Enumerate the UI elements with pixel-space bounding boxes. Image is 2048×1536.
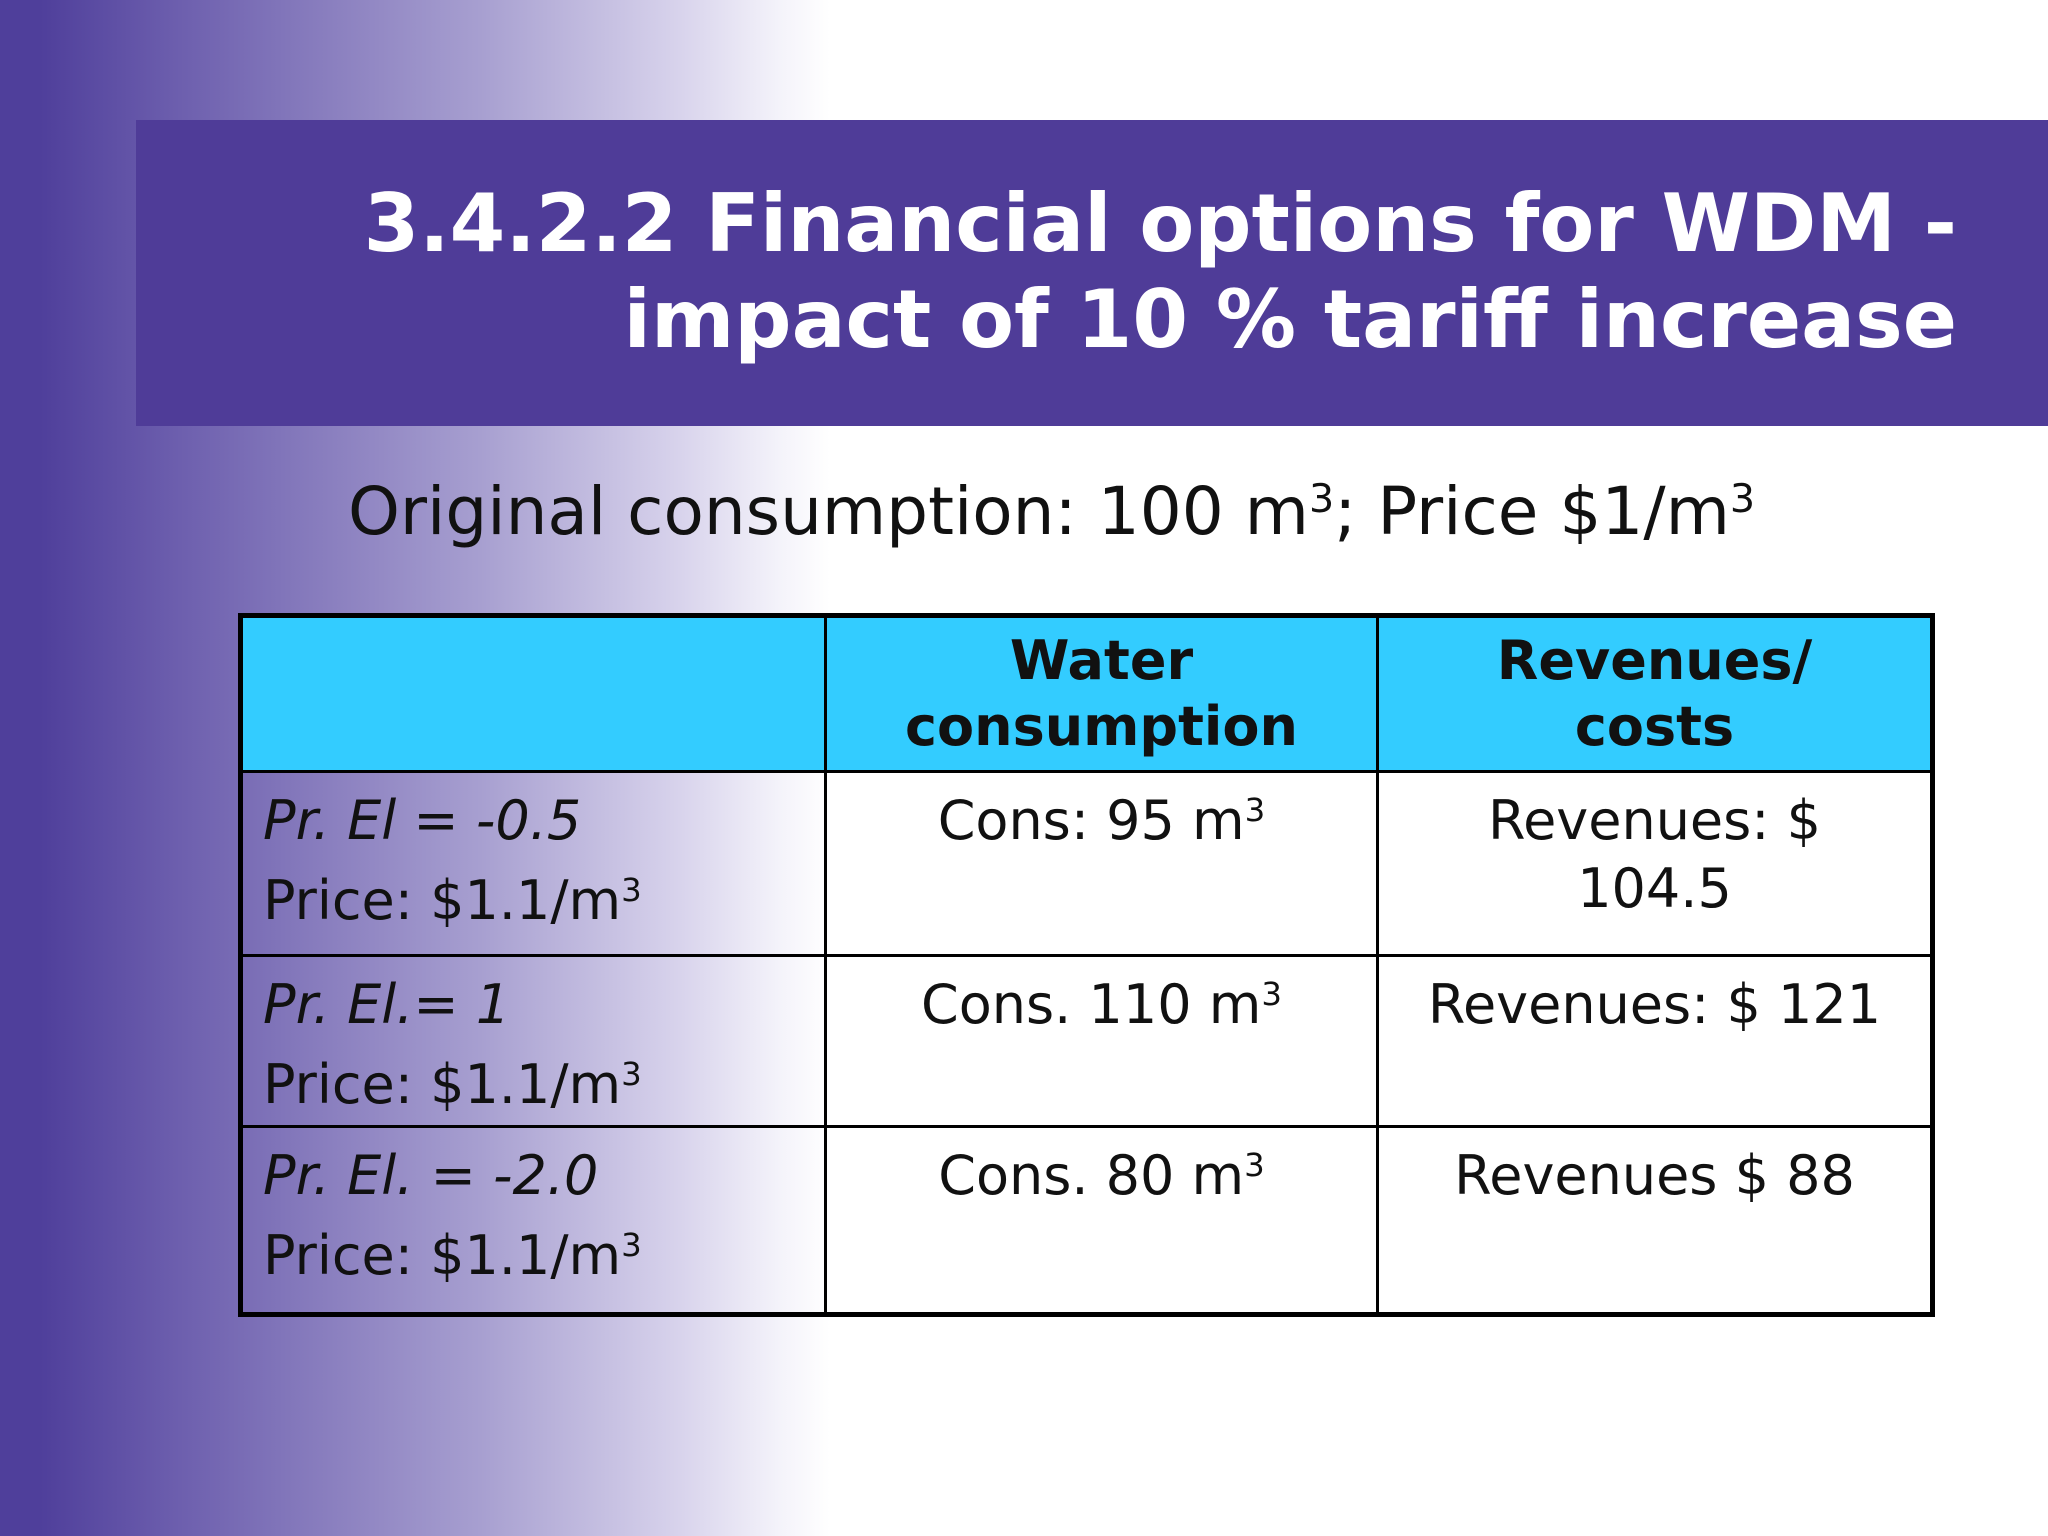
consumption-text: Cons. 80 m [938,1144,1245,1207]
header-revenues-line-1: Revenues/ [1496,629,1813,692]
header-revenues-line-2: costs [1574,695,1735,758]
scenario-cell: Pr. El.= 1 Price: $1.1/m3 [239,954,827,1128]
subtitle-superscript-2: 3 [1729,476,1756,523]
slide-title: 3.4.2.2 Financial options for WDM - impa… [364,176,1957,368]
price-label: Price: $1.1/m3 [263,861,824,941]
elasticity-label: Pr. El. = -2.0 [263,1144,599,1207]
consumption-superscript: 3 [1244,1146,1265,1185]
slide-subtitle: Original consumption: 100 m3; Price $1/m… [0,472,2048,552]
subtitle-superscript-1: 3 [1308,476,1335,523]
slide-title-line-2: impact of 10 % tariff increase [623,273,1957,366]
consumption-superscript: 3 [1261,975,1282,1014]
price-superscript: 3 [621,1055,642,1094]
price-superscript: 3 [621,1226,642,1265]
table-header-row: Water consumption Revenues/ costs [239,614,1934,773]
price-label: Price: $1.1/m3 [263,1216,824,1296]
revenue-cell: Revenues: $ 104.5 [1376,770,1934,957]
title-band: 3.4.2.2 Financial options for WDM - impa… [136,120,2048,426]
price-text: Price: $1.1/m [263,1053,622,1116]
revenue-line-1: Revenues $ 88 [1454,1144,1855,1207]
elasticity-label: Pr. El = -0.5 [263,789,582,852]
header-revenues-costs: Revenues/ costs [1376,614,1934,773]
elasticity-label: Pr. El.= 1 [263,973,511,1036]
revenue-line-1: Revenues: $ [1487,789,1822,852]
table-row: Pr. El. = -2.0 Price: $1.1/m3 Cons. 80 m… [239,1125,1934,1316]
header-water-line-2: consumption [905,695,1298,758]
table-row: Pr. El.= 1 Price: $1.1/m3 Cons. 110 m3 R… [239,954,1934,1128]
scenario-cell: Pr. El = -0.5 Price: $1.1/m3 [239,770,827,957]
consumption-cell: Cons. 110 m3 [824,954,1379,1128]
price-label: Price: $1.1/m3 [263,1045,824,1125]
header-water-line-1: Water [1009,629,1194,692]
consumption-text: Cons: 95 m [937,789,1245,852]
revenue-cell: Revenues $ 88 [1376,1125,1934,1316]
subtitle-consumption: Original consumption: 100 m [347,473,1309,550]
header-water-consumption: Water consumption [824,614,1379,773]
revenue-line-2: 104.5 [1577,857,1732,920]
price-superscript: 3 [621,871,642,910]
consumption-text: Cons. 110 m [921,973,1262,1036]
subtitle-price: ; Price $1/m [1334,473,1730,550]
consumption-cell: Cons: 95 m3 [824,770,1379,957]
elasticity-table: Water consumption Revenues/ costs Pr. El… [238,613,1935,1317]
table-row: Pr. El = -0.5 Price: $1.1/m3 Cons: 95 m3… [239,770,1934,957]
slide-title-line-1: 3.4.2.2 Financial options for WDM - [363,177,1957,270]
revenue-line-1: Revenues: $ 121 [1427,973,1882,1036]
header-empty-cell [239,614,827,773]
consumption-cell: Cons. 80 m3 [824,1125,1379,1316]
revenue-cell: Revenues: $ 121 [1376,954,1934,1128]
consumption-superscript: 3 [1244,791,1266,830]
price-text: Price: $1.1/m [263,869,622,932]
scenario-cell: Pr. El. = -2.0 Price: $1.1/m3 [239,1125,827,1316]
price-text: Price: $1.1/m [263,1224,622,1287]
